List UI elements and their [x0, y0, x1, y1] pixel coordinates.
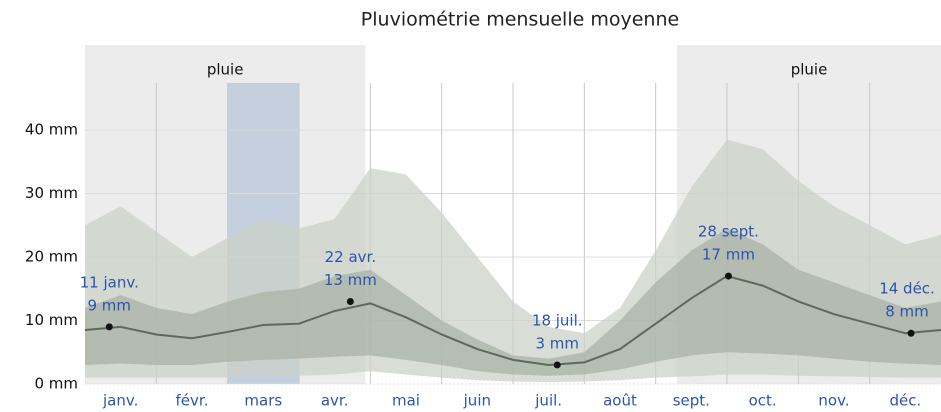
annotation-date: 18 juil.	[532, 311, 583, 329]
x-tick-label: mai	[392, 392, 420, 410]
annotation-date: 28 sept.	[698, 223, 759, 241]
annotation-value: 8 mm	[885, 303, 929, 321]
annotation-point	[553, 361, 561, 369]
annotation-date: 22 avr.	[325, 248, 376, 266]
y-tick-label: 0 mm	[34, 375, 78, 393]
annotation-value: 9 mm	[87, 296, 131, 314]
x-tick-label: nov.	[818, 392, 849, 410]
chart-title: Pluviométrie mensuelle moyenne	[361, 9, 679, 31]
x-tick-label: août	[603, 392, 637, 410]
annotation-point	[907, 329, 915, 337]
x-tick-label: mars	[244, 392, 282, 410]
season-label: pluie	[207, 61, 244, 79]
annotation-point	[105, 323, 113, 331]
x-tick-label: févr.	[176, 392, 209, 410]
season-label: pluie	[791, 61, 828, 79]
band	[85, 228, 941, 376]
annotation-value: 3 mm	[535, 334, 579, 352]
x-tick-label: avr.	[321, 392, 349, 410]
x-tick-label: oct.	[749, 392, 777, 410]
y-tick-label: 30 mm	[25, 184, 78, 202]
x-tick-label: sept.	[673, 392, 710, 410]
x-tick-label: janv.	[102, 392, 138, 410]
x-tick-label: déc.	[889, 392, 921, 410]
x-tick-label: juil.	[534, 392, 562, 410]
annotation-value: 13 mm	[324, 271, 377, 289]
annotation-point	[346, 297, 354, 305]
annotation-date: 11 janv.	[80, 273, 139, 291]
y-tick-label: 10 mm	[25, 311, 78, 329]
x-tick-label: juin	[463, 392, 491, 410]
y-tick-label: 40 mm	[25, 121, 78, 139]
annotation-value: 17 mm	[702, 246, 755, 264]
annotation-date: 14 déc.	[879, 280, 935, 298]
line	[84, 275, 941, 366]
y-tick-label: 20 mm	[25, 248, 78, 266]
annotation-point	[724, 272, 732, 280]
